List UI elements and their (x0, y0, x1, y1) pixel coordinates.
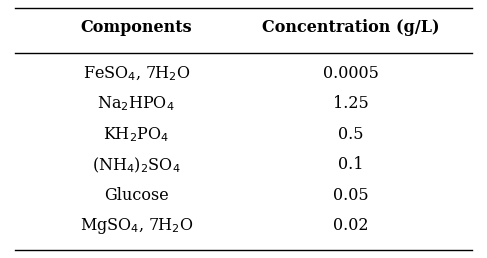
Text: 0.05: 0.05 (333, 187, 369, 204)
Text: Concentration (g/L): Concentration (g/L) (262, 19, 439, 36)
Text: 0.02: 0.02 (333, 217, 368, 234)
Text: 0.5: 0.5 (338, 126, 363, 143)
Text: Components: Components (80, 19, 192, 36)
Text: Na$_2$HPO$_4$: Na$_2$HPO$_4$ (97, 95, 175, 113)
Text: 0.1: 0.1 (338, 156, 363, 173)
Text: 0.0005: 0.0005 (323, 65, 378, 82)
Text: (NH$_4$)$_2$SO$_4$: (NH$_4$)$_2$SO$_4$ (92, 155, 181, 175)
Text: FeSO$_4$, 7H$_2$O: FeSO$_4$, 7H$_2$O (83, 64, 190, 83)
Text: MgSO$_4$, 7H$_2$O: MgSO$_4$, 7H$_2$O (80, 216, 193, 236)
Text: Glucose: Glucose (104, 187, 169, 204)
Text: KH$_2$PO$_4$: KH$_2$PO$_4$ (103, 125, 169, 144)
Text: 1.25: 1.25 (333, 95, 369, 112)
